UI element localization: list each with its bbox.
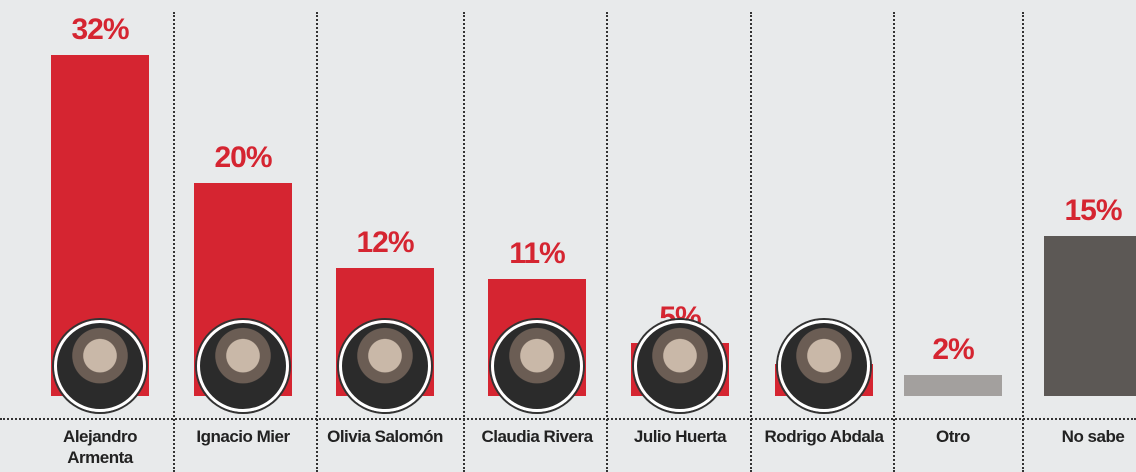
baseline bbox=[0, 418, 1136, 420]
separator bbox=[750, 12, 752, 472]
candidate-photo bbox=[778, 320, 870, 412]
value-label: 2% bbox=[932, 332, 974, 366]
value-label: 12% bbox=[356, 226, 414, 260]
category-label: No sabe bbox=[1061, 427, 1125, 446]
value-label: 20% bbox=[214, 140, 272, 174]
separator bbox=[173, 12, 175, 472]
bar bbox=[1044, 236, 1136, 396]
category-label: Olivia Salomón bbox=[327, 427, 443, 446]
separator bbox=[316, 12, 318, 472]
candidate-photo bbox=[54, 320, 146, 412]
category-label: Claudia Rivera bbox=[481, 427, 593, 446]
value-label: 32% bbox=[71, 13, 129, 46]
separator bbox=[463, 12, 465, 472]
separator bbox=[1022, 12, 1024, 472]
category-label: Rodrigo Abdala bbox=[764, 427, 884, 446]
candidate-photo bbox=[197, 320, 289, 412]
candidate-photo bbox=[634, 320, 726, 412]
category-label: Julio Huerta bbox=[633, 427, 727, 446]
separator bbox=[893, 12, 895, 472]
category-label: Alejandro Armenta bbox=[63, 427, 137, 467]
category-label: Otro bbox=[936, 427, 970, 446]
value-label: 15% bbox=[1064, 194, 1122, 228]
category-label: Ignacio Mier bbox=[196, 427, 290, 446]
value-label: 11% bbox=[509, 236, 565, 270]
separator bbox=[606, 12, 608, 472]
candidate-photo bbox=[339, 320, 431, 412]
bar bbox=[904, 374, 1002, 396]
candidate-photo bbox=[491, 320, 583, 412]
